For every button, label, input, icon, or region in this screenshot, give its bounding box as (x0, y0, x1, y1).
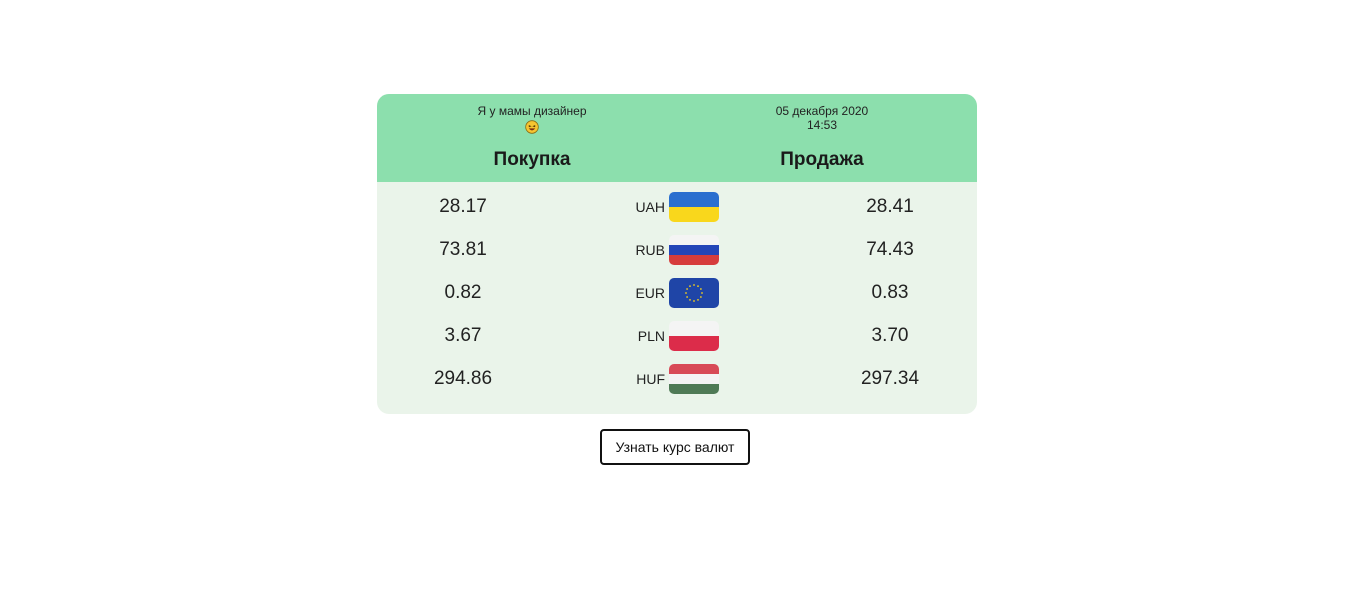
rates-list: 28.17 UAH 28.41 73.81 RUB 74.43 0.82 EUR (377, 192, 977, 407)
ukraine-flag-icon (669, 192, 719, 222)
sell-rate: 3.70 (871, 325, 909, 346)
date-text: 05 декабря 2020 (775, 104, 869, 118)
currency-code: HUF (636, 371, 665, 387)
russia-flag-icon (669, 235, 719, 265)
eu-flag-icon (669, 278, 719, 308)
sell-rate: 74.43 (866, 239, 914, 260)
buy-rate: 0.82 (444, 282, 482, 303)
time-text: 14:53 (806, 118, 838, 132)
buy-rate: 73.81 (439, 239, 487, 260)
tagline-text: Я у мамы дизайнер (477, 104, 587, 118)
sell-rate: 297.34 (860, 368, 920, 389)
currency-code: RUB (635, 242, 665, 258)
hungary-flag-icon (669, 364, 719, 394)
sell-rate: 28.41 (866, 196, 914, 217)
laughing-face-icon (525, 120, 539, 134)
currency-code: EUR (635, 285, 665, 301)
tagline: Я у мамы дизайнер (457, 104, 607, 134)
rate-row-eur: 0.82 EUR (377, 278, 977, 321)
card-header: Я у мамы дизайнер 05 декабря 2020 14:53 … (377, 94, 977, 182)
buy-rate: 294.86 (433, 368, 493, 389)
exchange-rate-card: Я у мамы дизайнер 05 декабря 2020 14:53 … (377, 94, 977, 414)
rate-row-uah: 28.17 UAH 28.41 (377, 192, 977, 235)
currency-code: UAH (635, 199, 665, 215)
rate-row-huf: 294.86 HUF 297.34 (377, 364, 977, 407)
rate-row-rub: 73.81 RUB 74.43 (377, 235, 977, 278)
sell-column-title: Продажа (780, 149, 864, 170)
rate-row-pln: 3.67 PLN 3.70 (377, 321, 977, 364)
buy-rate: 28.17 (439, 196, 487, 217)
currency-code: PLN (637, 328, 665, 344)
get-rates-button[interactable]: Узнать курс валют (600, 429, 750, 465)
sell-rate: 0.83 (871, 282, 909, 303)
poland-flag-icon (669, 321, 719, 351)
date-time: 05 декабря 2020 14:53 (742, 104, 902, 132)
buy-column-title: Покупка (493, 149, 571, 170)
buy-rate: 3.67 (444, 325, 482, 346)
